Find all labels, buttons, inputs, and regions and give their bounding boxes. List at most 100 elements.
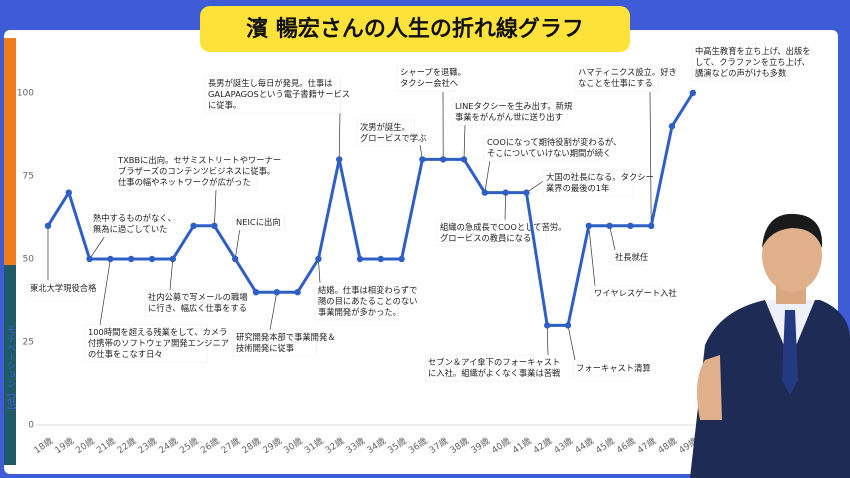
annotation-text: シャープを退職。 (400, 67, 466, 77)
annotation-text: 事業開発が多かった。 (318, 307, 401, 317)
title-box (200, 6, 630, 52)
annotation-text: に行き、幅広く仕事をする (148, 303, 247, 313)
annotation-text: COOになって期待役割が変わるが、 (487, 137, 621, 147)
annotation-text: 事業をがんがん世に送り出す (455, 112, 563, 122)
annotation-box (691, 43, 789, 82)
leader-line (269, 292, 278, 331)
annotation-text: GALAPAGOSという電子書籍サービス (208, 89, 350, 99)
y-tick-label: 100 (17, 89, 34, 99)
annotation-box (424, 354, 535, 382)
annotation-box (542, 169, 634, 197)
annotation-text: グロービスで学ぶ (360, 133, 426, 143)
point (169, 255, 176, 263)
annotation-text: 仕事の幅やネットワークが広がった (118, 177, 251, 187)
point (252, 289, 260, 296)
leader-line (234, 227, 241, 260)
point (211, 222, 218, 229)
annotation-text: 付携帯のソフトウェア開発エンジニア (88, 338, 229, 348)
annotation-text: ハマティニクス設立。好き (578, 67, 677, 77)
annotation-box (436, 219, 547, 247)
point (689, 89, 696, 97)
leader-line (649, 91, 652, 226)
leader-line (338, 112, 341, 160)
y-tick-label: 25 (23, 338, 34, 348)
annotation-box (451, 98, 562, 126)
annotation-text: 次男が誕生。 (360, 122, 410, 132)
leader-line (609, 225, 616, 251)
annotation-text: なことを仕事にする (578, 78, 653, 88)
point (502, 189, 509, 196)
annotation-text: ワイヤレスゲート入社 (594, 288, 677, 298)
annotation-text: ブラザーズのコンテンツビジネスに従事。 (118, 166, 275, 176)
point (232, 255, 239, 263)
annotation-text: 中高生教育を立ち上げ、出版を (695, 46, 811, 56)
annotation-box (144, 289, 229, 317)
line (46, 92, 695, 327)
annotation-text: 陽の目にあたることのない (318, 296, 417, 306)
point (585, 222, 592, 229)
point (440, 156, 447, 163)
annotation-text: 社長就任 (615, 252, 648, 262)
annotation-box (483, 134, 601, 162)
leader-line (89, 235, 106, 260)
y-tick-label: 50 (23, 255, 35, 265)
point (564, 322, 572, 329)
annotation-box (232, 214, 285, 231)
leader-line (484, 159, 491, 193)
person-illustration (690, 213, 850, 478)
annotation-text: 研究開発本部で事業開発＆ (236, 332, 336, 342)
annotation-box (396, 64, 456, 92)
leader-line (99, 258, 111, 326)
point (273, 289, 280, 296)
point (356, 255, 364, 263)
point (294, 289, 301, 296)
y-tick-label: 0 (28, 421, 34, 431)
point (315, 255, 322, 263)
low-label: モチベーション【低】 (5, 325, 16, 415)
chart-title: 濱 暢宏さんの人生の折れ線グラフ (246, 16, 584, 42)
leader-line (169, 258, 174, 291)
leader-line (588, 225, 596, 287)
annotation-text: 結婚。仕事は相変わらずで (318, 285, 417, 295)
annotation-box (26, 280, 86, 297)
annotation-text: 社内公募で写メールの職場 (148, 292, 248, 302)
annotation-box (114, 152, 258, 191)
point (419, 156, 426, 163)
high-bar (4, 38, 16, 265)
annotation-text: フォーキャスト清算 (576, 363, 651, 373)
annotation-box (356, 119, 416, 147)
annotation-box (572, 360, 638, 377)
point (148, 255, 156, 263)
point (44, 222, 52, 229)
annotation-box (611, 249, 645, 266)
annotation-text: して、クラファンを立ち上げ、 (695, 57, 810, 67)
annotation-text: に従事。 (208, 100, 241, 110)
point (627, 222, 634, 229)
leader-line (526, 179, 546, 193)
point (107, 255, 114, 263)
annotation-text: タクシー会社へ (400, 78, 458, 88)
annotation-text: 無為に過ごしていた (93, 224, 167, 234)
annotation-box (204, 75, 341, 114)
annotation-box (590, 285, 663, 302)
point (336, 156, 343, 163)
leader-line (214, 189, 217, 226)
point (86, 255, 93, 263)
annotation-text: そこについていけない期間が続く (487, 148, 611, 158)
leader-line (546, 325, 549, 356)
annotation-text: 技術開発に従事 (236, 343, 294, 353)
point (523, 189, 530, 196)
point (398, 255, 405, 263)
high-label: モチベーション【高】 (5, 105, 16, 195)
annotation-text: グロービスの教員になる (440, 233, 531, 243)
leader-line (567, 325, 576, 361)
annotation-box (574, 64, 659, 92)
annotation-text: 組織の急成長でCOOとして苦労。 (440, 222, 566, 232)
annotation-text: 東北大学現役合格 (30, 283, 97, 293)
y-tick-label: 75 (23, 172, 34, 182)
annotation-text: NEICに出向 (236, 217, 281, 227)
point (668, 123, 676, 130)
point (65, 189, 73, 196)
annotation-text: 熱中するものがなく、 (93, 213, 176, 223)
